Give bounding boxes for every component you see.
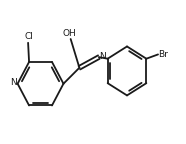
Text: N: N: [99, 52, 106, 60]
Text: OH: OH: [63, 29, 77, 38]
Text: Cl: Cl: [24, 32, 33, 41]
Text: Br: Br: [158, 50, 168, 59]
Text: N: N: [10, 78, 17, 87]
